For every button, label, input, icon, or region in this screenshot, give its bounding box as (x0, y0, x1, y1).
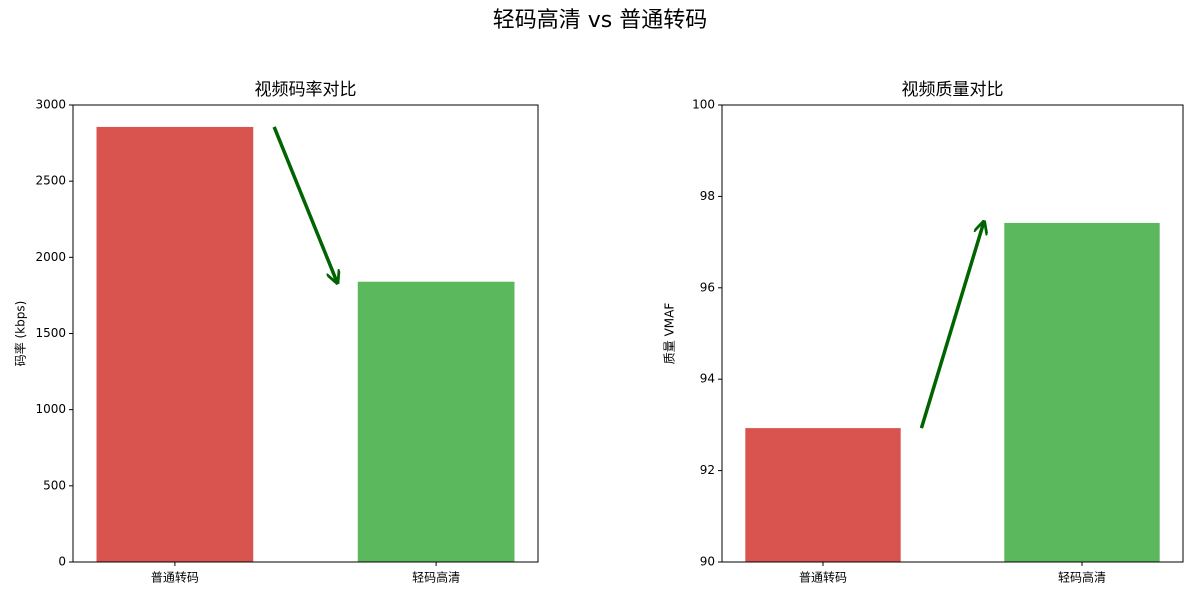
y-tick-label: 3000 (35, 98, 66, 112)
y-tick-label: 92 (700, 463, 715, 477)
bar (96, 126, 254, 562)
subplot-title: 视频质量对比 (902, 80, 1004, 100)
y-tick-label: 1500 (35, 326, 66, 340)
x-tick-label: 普通转码 (799, 570, 847, 585)
y-tick-label: 96 (700, 280, 715, 294)
figure-title: 轻码高清 vs 普通转码 (493, 8, 707, 33)
y-tick-label: 100 (692, 98, 715, 112)
y-tick-label: 500 (43, 478, 66, 492)
x-tick-label: 轻码高清 (1058, 570, 1106, 585)
y-tick-label: 2500 (35, 174, 66, 188)
y-tick-label: 0 (58, 555, 66, 569)
bar (1004, 222, 1160, 562)
y-tick-label: 2000 (35, 250, 66, 264)
x-tick-label: 轻码高清 (412, 570, 460, 585)
y-tick-label: 1000 (35, 402, 66, 416)
bar (745, 428, 901, 562)
y-tick-label: 94 (700, 372, 715, 386)
y-axis-label: 质量 VMAF (663, 303, 677, 365)
trend-arrow (272, 126, 337, 282)
bar (357, 281, 515, 562)
plot-frame (721, 104, 1184, 563)
y-axis-label: 码率 (kbps) (13, 301, 28, 367)
y-tick-label: 90 (700, 555, 715, 569)
plot-frame (72, 104, 539, 563)
subplot-title: 视频码率对比 (255, 80, 357, 100)
x-tick-label: 普通转码 (151, 570, 199, 585)
y-tick-label: 98 (700, 189, 715, 203)
trend-arrow (919, 223, 983, 429)
